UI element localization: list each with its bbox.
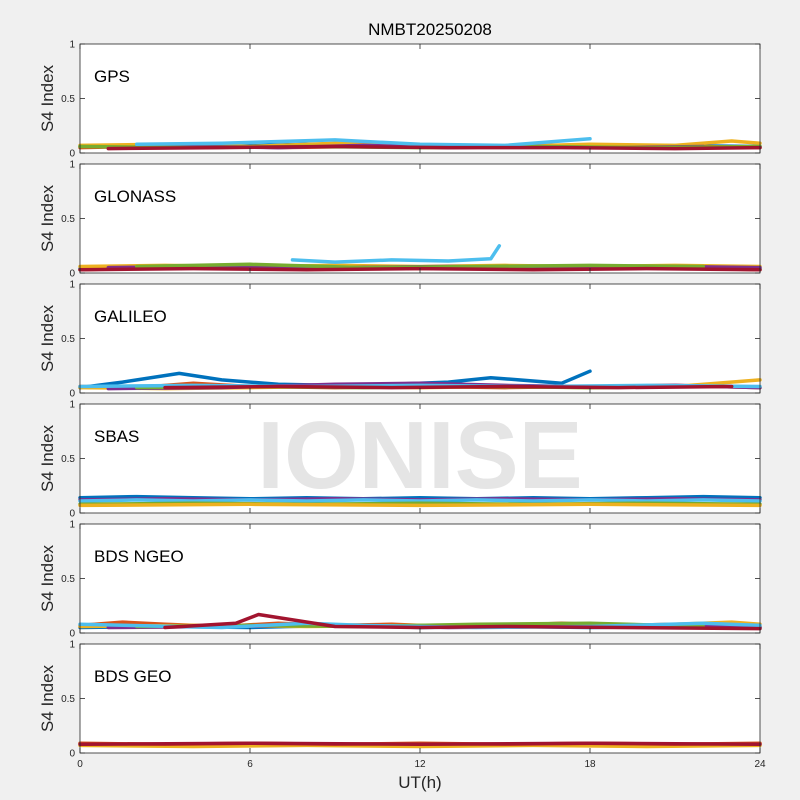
panel-sbas: 0 0.5 1 S4 Index SBAS [38,400,762,520]
panel-label: GALILEO [94,307,167,326]
y-axis-label: S4 Index [38,184,57,252]
y-tick-label: 1 [69,160,75,171]
y-tick-label: 1 [69,280,75,291]
series-group [78,369,762,391]
series-line-2 [78,741,762,747]
series-line-5 [134,137,592,148]
panel-label: SBAS [94,427,139,446]
y-tick-label: 0 [69,749,75,760]
x-tick-label: 6 [247,759,253,770]
plot-area [80,524,760,633]
series-line-6 [106,144,762,151]
y-tick-label: 0 [69,389,75,400]
x-axis-label: UT(h) [398,773,441,792]
y-tick-label: 1 [69,640,75,651]
panel-label: GLONASS [94,187,176,206]
series-line-5 [78,383,762,389]
y-tick-label: 0 [69,269,75,280]
y-tick-label: 0 [69,149,75,160]
y-tick-label: 0.5 [61,214,75,225]
plot-area [80,44,760,153]
panel-glonass: 0 0.5 1 S4 Index GLONASS [38,160,762,280]
series-line-6 [163,384,734,390]
y-tick-label: 1 [69,40,75,51]
y-tick-label: 1 [69,520,75,531]
y-tick-label: 0 [69,629,75,640]
panel-label: BDS GEO [94,667,171,686]
series-group [78,612,762,631]
series-group [78,741,762,749]
y-axis-label: S4 Index [38,424,57,492]
panel-bds-geo: 0 0.5 1 0 6 12 18 24 S4 Index BDS GEO [38,640,766,771]
y-axis-label: S4 Index [38,64,57,132]
x-tick-label: 12 [414,759,426,770]
series-line-2 [78,498,762,503]
y-tick-label: 0 [69,509,75,520]
y-axis-label: S4 Index [38,304,57,372]
x-tick-label: 0 [77,759,83,770]
y-axis-label: S4 Index [38,544,57,612]
series-group [78,494,762,508]
watermark-text: IONISE [257,402,582,509]
y-tick-label: 0.5 [61,94,75,105]
plot-area [80,404,760,513]
series-line-5 [290,244,502,264]
y-tick-label: 1 [69,400,75,411]
y-tick-label: 0.5 [61,574,75,585]
series-line-0 [78,743,762,749]
y-tick-label: 0.5 [61,694,75,705]
plot-area [80,644,760,753]
panel-label: GPS [94,67,130,86]
plot-area [80,164,760,273]
y-tick-label: 0.5 [61,454,75,465]
series-line-6 [163,612,762,631]
panel-gps: 0 0.5 1 S4 Index GPS [38,40,762,160]
series-line-4 [78,502,762,508]
series-group [78,137,762,151]
panels: 0 0.5 1 S4 Index GPS 0 0.5 1 S4 Index GLONASS 0 0.5… [38,40,766,771]
plot-area [80,284,760,393]
panel-galileo: 0 0.5 1 S4 Index GALILEO [38,280,762,400]
chart-title: NMBT20250208 [368,20,492,39]
panel-label: BDS NGEO [94,547,184,566]
panel-bds-ngeo: 0 0.5 1 S4 Index BDS NGEO [38,520,762,640]
y-tick-label: 0.5 [61,334,75,345]
y-axis-label: S4 Index [38,664,57,732]
x-tick-label: 24 [754,759,766,770]
x-tick-label: 18 [584,759,596,770]
